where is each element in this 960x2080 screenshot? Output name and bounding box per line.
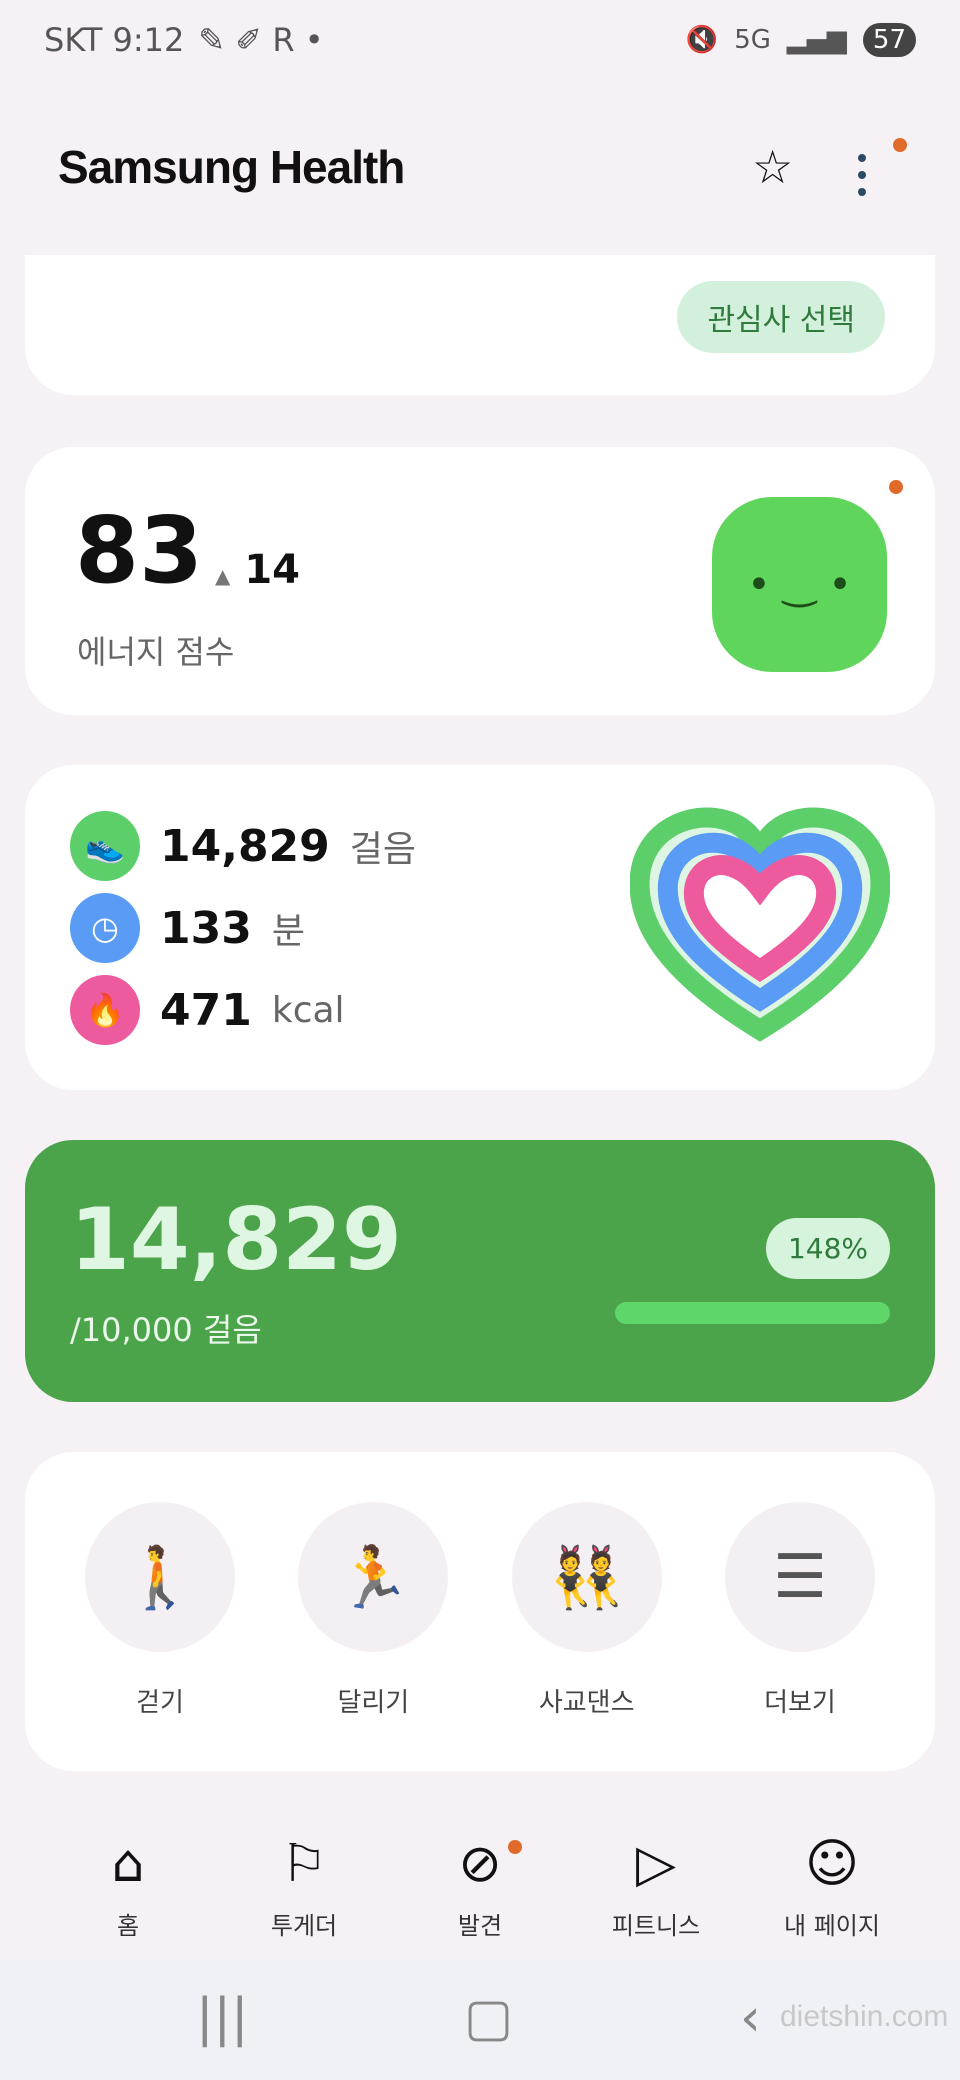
exercise-label: 사교댄스	[538, 1688, 635, 1718]
watermark: dietshin.com	[780, 2000, 949, 2033]
nav-home[interactable]: ⌂ 홈	[53, 1810, 203, 1960]
kcal-unit: kcal	[271, 989, 345, 1031]
kcal-stat: 🔥 471 kcal	[70, 969, 416, 1051]
notification-dot	[893, 138, 907, 152]
energy-delta: 14	[244, 547, 300, 593]
energy-label: 에너지 점수	[77, 633, 235, 671]
notification-dot	[889, 480, 903, 494]
steps-progress-bar	[615, 1302, 890, 1324]
kcal-value: 471	[160, 984, 252, 1036]
carrier: SKT	[44, 21, 103, 59]
activity-card[interactable]: 👟 14,829 걸음 ◷ 133 분 🔥 471 kcal	[25, 765, 935, 1090]
signal-icon: ▂▄▆	[786, 25, 847, 55]
steps-value: 14,829	[160, 820, 330, 872]
run-icon: 🏃	[298, 1502, 449, 1652]
nav-label: 피트니스	[611, 1912, 701, 1940]
home-icon: ⌂	[111, 1834, 145, 1894]
mascot-image: • ‿ •	[712, 497, 887, 672]
minutes-value: 133	[160, 902, 252, 954]
star-icon[interactable]: ☆	[752, 140, 794, 194]
nav-together[interactable]: ⚐ 투게더	[229, 1810, 379, 1960]
exercise-walk[interactable]: 🚶 걷기	[85, 1502, 235, 1719]
flag-icon: ⚐	[280, 1834, 328, 1894]
nav-label: 투게더	[270, 1912, 338, 1940]
exercise-dance[interactable]: 👯 사교댄스	[511, 1502, 662, 1719]
minutes-unit: 분	[271, 911, 305, 952]
nav-fitness[interactable]: ▷ 피트니스	[581, 1810, 731, 1960]
home-button[interactable]: ▢	[464, 1988, 514, 2048]
nav-label: 홈	[116, 1912, 140, 1940]
flame-icon: 🔥	[70, 975, 140, 1045]
mute-icon: 🔇	[685, 25, 719, 55]
steps-count: 14,829	[70, 1190, 402, 1290]
list-icon: ☰	[724, 1502, 875, 1652]
up-arrow-icon: ▲	[215, 564, 231, 588]
clock-icon: ◷	[70, 893, 140, 963]
select-interests-button[interactable]: 관심사 선택	[677, 281, 885, 353]
person-icon: ☺	[804, 1834, 860, 1894]
steps-goal: /10,000 걸음	[70, 1311, 262, 1349]
exercise-label: 걷기	[136, 1688, 184, 1718]
status-bar: SKT 9:12 ✎ ✐ R • 🔇 5G ▂▄▆ 57	[0, 0, 960, 80]
interests-card: 관심사 선택	[25, 255, 935, 395]
app-title: Samsung Health	[58, 141, 405, 193]
notification-icons: ✎ ✐ R •	[198, 21, 324, 59]
exercise-label: 달리기	[337, 1688, 410, 1718]
play-calendar-icon: ▷	[636, 1834, 676, 1894]
walk-icon: 🚶	[85, 1502, 235, 1652]
exercise-label: 더보기	[764, 1688, 836, 1718]
shoe-icon: 👟	[70, 811, 140, 881]
exercise-card: 🚶 걷기 🏃 달리기 👯 사교댄스 ☰ 더보기	[25, 1452, 935, 1771]
steps-unit: 걸음	[349, 829, 417, 870]
exercise-run[interactable]: 🏃 달리기	[298, 1502, 449, 1719]
dance-icon: 👯	[511, 1502, 662, 1652]
exercise-more[interactable]: ☰ 더보기	[724, 1502, 875, 1719]
energy-score: 83	[75, 497, 204, 604]
network-label: 5G	[734, 25, 771, 55]
steps-goal-card[interactable]: 14,829 /10,000 걸음 148%	[25, 1140, 935, 1402]
minutes-stat: ◷ 133 분	[70, 887, 416, 969]
recent-apps-button[interactable]: |||	[196, 1988, 249, 2048]
percent-badge: 148%	[765, 1218, 890, 1279]
system-nav-bar: ||| ▢ ‹ dietshin.com	[0, 1960, 960, 2080]
compass-icon: ⊘	[458, 1834, 502, 1894]
activity-heart-icon	[630, 807, 890, 1042]
energy-score-card[interactable]: 83 ▲ 14 에너지 점수 • ‿ •	[25, 447, 935, 715]
more-options-icon[interactable]	[856, 152, 868, 198]
battery: 57	[862, 23, 916, 57]
nav-discover[interactable]: ⊘ 발견	[405, 1810, 555, 1960]
bottom-nav: ⌂ 홈 ⚐ 투게더 ⊘ 발견 ▷ 피트니스 ☺ 내 페이지	[0, 1810, 960, 1960]
notification-dot	[508, 1840, 522, 1854]
nav-my-page[interactable]: ☺ 내 페이지	[757, 1810, 907, 1960]
back-button[interactable]: ‹	[740, 1988, 761, 2048]
nav-label: 내 페이지	[784, 1912, 880, 1940]
steps-stat: 👟 14,829 걸음	[70, 805, 416, 887]
nav-label: 발견	[457, 1912, 503, 1940]
time: 9:12	[112, 21, 185, 59]
